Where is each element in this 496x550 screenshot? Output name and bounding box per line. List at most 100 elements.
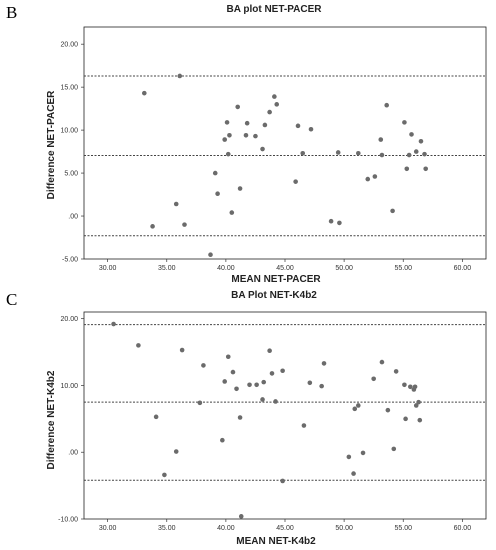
data-point-c-32 [360, 450, 366, 456]
data-point-b-41 [413, 149, 419, 154]
x-tick-label-c-2: 40.00 [217, 525, 235, 532]
y-tick-label-c-1: .00 [68, 450, 78, 457]
y-tick-label-b-0: -5.00 [62, 257, 78, 264]
data-point-c-27 [321, 361, 327, 366]
x-tick-label-b-3: 45.00 [276, 265, 294, 272]
data-point-c-24 [301, 423, 307, 428]
data-point-b-24 [295, 123, 301, 129]
data-point-b-21 [272, 94, 277, 99]
data-point-b-11 [227, 132, 232, 138]
data-point-c-9 [222, 379, 227, 384]
data-point-b-33 [378, 137, 384, 142]
plot-area-c: 30.00 35.00 40.00 45.00 50.00 55.00 60.00 -10.0… [58, 311, 487, 532]
data-point-c-12 [234, 386, 239, 392]
data-point-c-17 [260, 397, 265, 402]
data-point-b-9 [224, 120, 230, 125]
data-point-b-40 [409, 132, 414, 137]
data-point-b-36 [390, 208, 395, 214]
data-point-c-34 [379, 359, 385, 365]
y-tick-label-c-3: 20.00 [60, 316, 78, 323]
data-point-c-38 [402, 382, 407, 388]
data-point-b-1 [150, 224, 155, 229]
data-point-b-44 [423, 166, 429, 172]
y-axis-title-c: Difference NET-K4b2 [46, 370, 57, 469]
data-point-c-10 [225, 354, 231, 360]
data-point-c-40 [408, 384, 413, 390]
x-axis-title-b: MEAN NET-PACER [231, 274, 321, 285]
data-point-c-25 [307, 380, 313, 386]
data-point-b-43 [422, 151, 427, 157]
data-point-c-19 [267, 348, 272, 354]
data-point-c-37 [393, 369, 399, 374]
data-point-c-43 [413, 403, 419, 408]
data-point-b-23 [293, 179, 298, 184]
y-tick-label-c-2: 10.00 [60, 383, 78, 390]
x-tick-label-b-2: 40.00 [217, 265, 235, 272]
x-tick-label-c-4: 50.00 [335, 525, 353, 532]
data-point-c-30 [352, 406, 358, 412]
data-point-b-8 [222, 137, 227, 142]
x-tick-label-c-3: 45.00 [276, 525, 294, 532]
data-point-c-6 [197, 400, 203, 406]
data-point-b-6 [212, 170, 218, 176]
data-point-b-15 [243, 132, 249, 138]
data-point-c-13 [237, 415, 243, 420]
data-point-b-28 [335, 150, 341, 155]
data-point-c-42 [412, 384, 418, 390]
y-tick-label-b-3: 10.00 [60, 128, 78, 135]
data-point-b-20 [267, 109, 272, 115]
data-point-b-25 [300, 151, 306, 156]
data-point-b-3 [177, 73, 183, 79]
data-point-c-29 [351, 471, 356, 476]
plot-area-b: 30.00 35.00 40.00 45.00 50.00 55.00 60.00 -5.00… [60, 26, 487, 272]
data-point-c-16 [254, 382, 259, 388]
y-tick-label-c-0: -10.00 [58, 517, 78, 524]
data-point-c-2 [153, 414, 159, 420]
data-point-b-7 [215, 191, 220, 196]
data-point-c-5 [179, 347, 185, 353]
data-point-c-36 [391, 446, 397, 452]
data-point-b-37 [402, 120, 407, 125]
data-point-b-12 [229, 210, 235, 215]
data-point-b-10 [225, 151, 231, 157]
data-point-c-4 [173, 449, 179, 454]
y-axis-title-b: Difference NET-PACER [46, 90, 57, 200]
data-point-b-13 [235, 104, 241, 110]
data-point-c-44 [416, 399, 421, 405]
data-point-b-32 [372, 174, 378, 179]
x-axis-title-c: MEAN NET-K4b2 [236, 536, 316, 547]
x-tick-label-c-0: 30.00 [99, 525, 117, 532]
panel-label-c: C [6, 290, 17, 309]
data-point-c-8 [220, 437, 225, 443]
plot-frame-b [83, 26, 487, 260]
data-point-c-15 [247, 382, 252, 388]
data-point-c-7 [201, 363, 206, 368]
x-tick-label-b-0: 30.00 [99, 265, 117, 272]
data-point-c-3 [162, 472, 167, 478]
data-point-b-17 [253, 133, 258, 139]
data-point-b-39 [406, 152, 412, 158]
data-point-b-4 [182, 222, 187, 227]
data-point-c-22 [280, 368, 285, 374]
data-point-c-21 [273, 399, 278, 404]
data-point-c-39 [403, 416, 408, 422]
data-point-b-18 [260, 146, 265, 152]
x-tick-label-c-1: 35.00 [158, 525, 176, 532]
data-point-b-14 [237, 186, 243, 191]
data-point-b-29 [337, 220, 342, 226]
y-tick-label-b-2: 5.00 [64, 171, 78, 178]
data-point-c-33 [371, 376, 376, 382]
plot-frame-c [83, 311, 487, 520]
data-point-c-26 [319, 383, 324, 389]
x-tick-label-c-5: 55.00 [394, 525, 412, 532]
data-point-b-19 [262, 122, 268, 128]
data-point-b-35 [384, 102, 389, 108]
chart-title-b: BA plot NET-PACER [227, 4, 323, 15]
data-point-b-22 [274, 102, 280, 107]
x-tick-label-b-1: 35.00 [158, 265, 176, 272]
data-point-b-42 [418, 138, 424, 144]
data-point-b-2 [173, 201, 179, 207]
data-point-b-5 [208, 252, 213, 258]
data-point-b-0 [142, 90, 147, 96]
